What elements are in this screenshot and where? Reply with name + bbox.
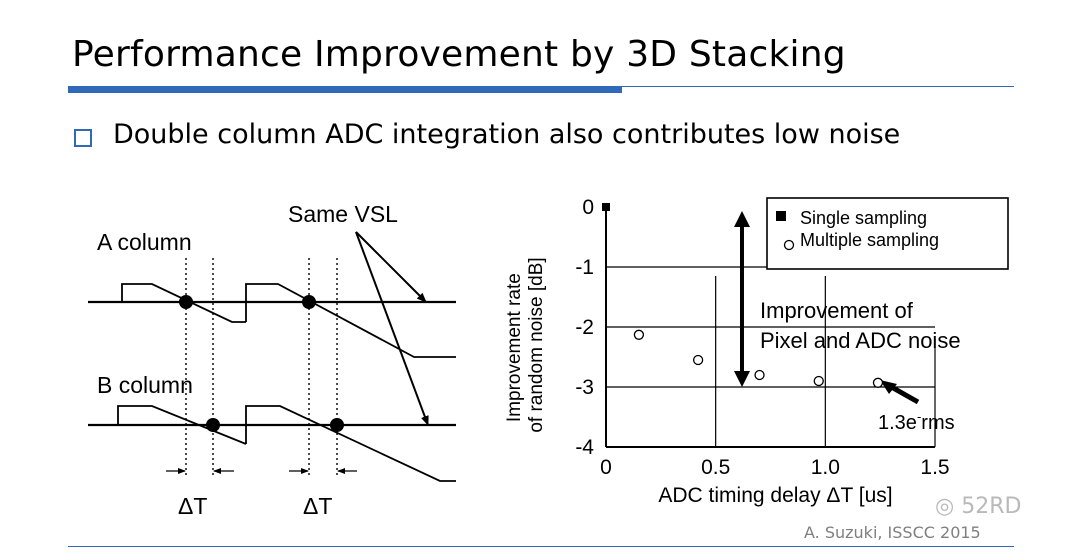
same-vsl-label: Same VSL (288, 201, 398, 227)
b-column-label: B column (97, 372, 193, 398)
x-tick-label: 1.5 (920, 456, 949, 479)
legend-single-sampling: Single sampling (800, 208, 927, 228)
noise-callout-arrowhead (880, 380, 897, 394)
citation: A. Suzuki, ISSCC 2015 (804, 523, 981, 542)
multiple-sampling-point (754, 369, 765, 381)
a-crossing-dot-2 (302, 295, 316, 309)
legend-multiple-sampling: Multiple sampling (800, 230, 939, 250)
bullet-square-icon (74, 129, 92, 147)
y-tick-label: -2 (575, 316, 594, 339)
a-column-label: A column (97, 229, 192, 255)
y-axis-label-line-1: Improvement rate (504, 273, 525, 422)
delta-t-label-1: ΔT (178, 493, 207, 519)
improvement-text-line-2: Pixel and ADC noise (760, 328, 961, 353)
slide-title: Performance Improvement by 3D Stacking (72, 34, 846, 75)
title-underline-accent (68, 86, 622, 93)
x-tick-label: 0 (600, 456, 612, 479)
legend-box (766, 197, 1009, 270)
improvement-text-line-1: Improvement of (760, 298, 914, 323)
b-column-ramp-2 (245, 405, 456, 482)
wechat-icon: ◎ (935, 494, 955, 519)
y-axis-label-line-2: of random noise [dB] (526, 257, 547, 432)
multiple-sampling-point (692, 354, 704, 366)
y-tick-label: -1 (575, 256, 594, 279)
delta-t-label-2: ΔT (303, 493, 332, 519)
timing-guides (185, 258, 338, 478)
a-crossing-dot-1 (179, 295, 193, 309)
chart-points (602, 203, 884, 388)
x-tick-label: 1.0 (811, 456, 840, 479)
footer-rule (68, 546, 1014, 547)
multiple-sampling-point (813, 375, 824, 387)
chart-legend: Single sampling Multiple sampling (766, 197, 1009, 270)
x-axis-label: ADC timing delay ΔT [us] (658, 484, 892, 507)
chart-ticks: 0 -1 -2 -3 -4 0 0.5 1.0 1.5 (575, 196, 949, 479)
same-vsl-arrow-b (355, 231, 429, 426)
legend-multiple-sampling-marker (783, 239, 795, 251)
noise-value: 1.3e (878, 412, 917, 434)
noise-value-label: 1.3e-rms (878, 409, 955, 434)
watermark: ◎ 52RD (935, 494, 1021, 519)
noise-unit: rms (921, 412, 954, 434)
watermark-text: 52RD (961, 494, 1022, 519)
noise-value-superscript: - (917, 409, 921, 424)
legend-single-sampling-marker (776, 211, 786, 221)
a-column-ramp-1 (121, 283, 246, 323)
single-sampling-point (602, 203, 610, 211)
y-axis-label: Improvement rate of random noise [dB] (504, 257, 547, 432)
y-tick-label: -3 (575, 376, 594, 399)
title-underline (68, 86, 1014, 87)
same-vsl-arrow-a (355, 231, 427, 303)
b-column-ramp-1 (117, 405, 247, 445)
chart-grid (605, 207, 936, 448)
bullet-text: Double column ADC integration also contr… (113, 119, 901, 150)
multiple-sampling-point (872, 377, 884, 388)
y-tick-label: -4 (575, 436, 594, 459)
a-column-ramp-2 (245, 283, 456, 358)
x-tick-label: 0.5 (701, 456, 730, 479)
multiple-sampling-point (633, 329, 645, 340)
y-tick-label: 0 (582, 196, 594, 219)
